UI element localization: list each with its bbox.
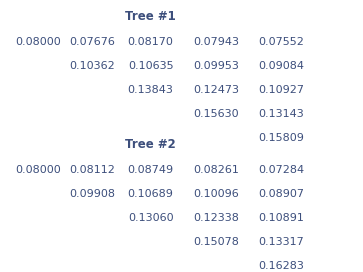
Text: 0.08000: 0.08000 xyxy=(15,37,61,47)
Text: 0.16283: 0.16283 xyxy=(258,261,304,271)
Text: 0.13143: 0.13143 xyxy=(258,109,304,119)
Text: 0.13060: 0.13060 xyxy=(128,213,174,223)
Text: 0.07943: 0.07943 xyxy=(193,37,239,47)
Text: 0.08170: 0.08170 xyxy=(128,37,174,47)
Text: 0.12338: 0.12338 xyxy=(193,213,239,223)
Text: 0.15630: 0.15630 xyxy=(193,109,239,119)
Text: 0.08749: 0.08749 xyxy=(127,165,174,175)
Text: 0.15078: 0.15078 xyxy=(193,237,239,247)
Text: Tree #2: Tree #2 xyxy=(125,138,176,151)
Text: 0.13317: 0.13317 xyxy=(258,237,304,247)
Text: 0.07284: 0.07284 xyxy=(258,165,305,175)
Text: 0.07552: 0.07552 xyxy=(258,37,304,47)
Text: 0.08000: 0.08000 xyxy=(15,165,61,175)
Text: 0.10891: 0.10891 xyxy=(258,213,304,223)
Text: 0.15809: 0.15809 xyxy=(258,133,304,143)
Text: Tree #1: Tree #1 xyxy=(125,10,176,23)
Text: 0.08261: 0.08261 xyxy=(193,165,239,175)
Text: 0.13843: 0.13843 xyxy=(128,85,174,95)
Text: 0.10635: 0.10635 xyxy=(128,61,174,71)
Text: 0.08112: 0.08112 xyxy=(70,165,115,175)
Text: 0.09908: 0.09908 xyxy=(70,189,115,199)
Text: 0.10096: 0.10096 xyxy=(193,189,239,199)
Text: 0.08907: 0.08907 xyxy=(258,189,304,199)
Text: 0.10689: 0.10689 xyxy=(128,189,174,199)
Text: 0.10362: 0.10362 xyxy=(70,61,115,71)
Text: 0.10927: 0.10927 xyxy=(258,85,304,95)
Text: 0.09953: 0.09953 xyxy=(193,61,239,71)
Text: 0.12473: 0.12473 xyxy=(193,85,239,95)
Text: 0.09084: 0.09084 xyxy=(258,61,304,71)
Text: 0.07676: 0.07676 xyxy=(70,37,115,47)
